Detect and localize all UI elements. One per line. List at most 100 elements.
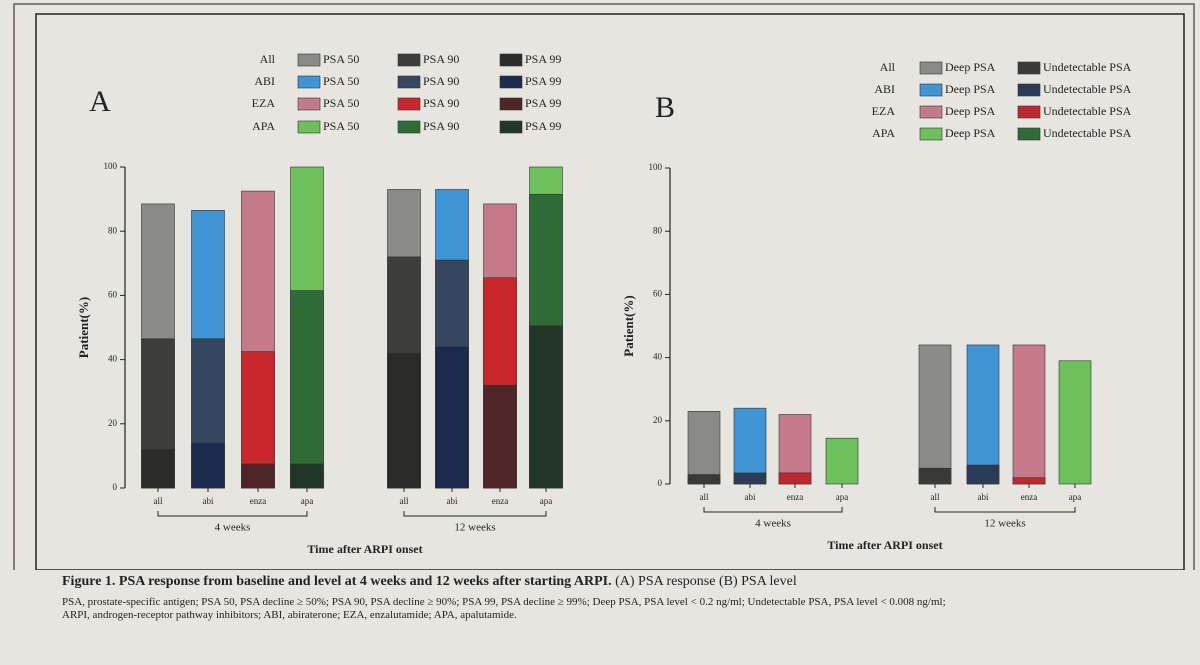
caption-subtitle: (A) PSA response (B) PSA level — [615, 574, 797, 589]
legend-swatch — [919, 127, 943, 141]
bar — [918, 344, 952, 485]
legend-label: PSA 90 — [423, 74, 459, 88]
bar — [387, 352, 421, 489]
panel-label: B — [655, 91, 675, 124]
legend-swatch — [397, 53, 421, 67]
legend-row-label: EZA — [252, 96, 276, 110]
legend-swatch — [499, 120, 523, 134]
legend-row-label: APA — [872, 126, 895, 140]
y-tick-label: 80 — [108, 225, 118, 235]
x-tick-label: apa — [301, 496, 314, 506]
panel-label: A — [89, 85, 111, 118]
bar — [483, 384, 517, 489]
bar — [290, 290, 324, 489]
x-tick-label: apa — [836, 492, 849, 502]
y-axis-label: Patient(%) — [76, 297, 91, 358]
bar — [290, 463, 324, 489]
legend-row-label: ABI — [254, 74, 275, 88]
x-tick-label: all — [700, 492, 709, 502]
legend-swatch — [919, 83, 943, 97]
note-line: PSA, prostate-specific antigen; PSA 50, … — [62, 596, 946, 608]
legend-label: Deep PSA — [945, 126, 996, 140]
legend-swatch — [297, 120, 321, 134]
x-tick-label: abi — [203, 496, 214, 506]
group-bracket — [157, 511, 308, 517]
legend-swatch — [499, 97, 523, 111]
caption: Figure 1. PSA response from baseline and… — [62, 574, 1172, 622]
bar — [191, 442, 225, 489]
group-bracket — [703, 507, 843, 513]
bar — [1058, 360, 1092, 485]
x-tick-label: enza — [250, 496, 266, 506]
legend-label: PSA 50 — [323, 52, 359, 66]
legend-swatch — [297, 53, 321, 67]
bar — [918, 467, 952, 485]
x-tick-label: apa — [540, 496, 553, 506]
group-bracket — [934, 507, 1076, 513]
legend-label: Undetectable PSA — [1043, 60, 1132, 74]
bar — [1012, 344, 1046, 485]
bar — [733, 407, 767, 485]
y-tick-label: 20 — [653, 415, 663, 425]
x-tick-label: all — [154, 496, 163, 506]
y-tick-label: 80 — [653, 225, 663, 235]
x-tick-label: enza — [787, 492, 803, 502]
group-label: 12 weeks — [984, 518, 1025, 530]
legend-swatch — [297, 97, 321, 111]
y-tick-label: 40 — [108, 354, 118, 364]
bar — [529, 325, 563, 489]
note-line: ARPI, androgen-receptor pathway inhibito… — [62, 609, 517, 621]
legend-label: PSA 90 — [423, 52, 459, 66]
legend-row-label: APA — [252, 119, 275, 133]
y-tick-label: 100 — [104, 161, 118, 171]
legend-label: PSA 99 — [525, 74, 561, 88]
legend-swatch — [1017, 61, 1041, 75]
x-axis-label: Time after ARPI onset — [307, 542, 422, 556]
legend-label: PSA 90 — [423, 96, 459, 110]
poster-frame — [13, 3, 1195, 665]
legend-label: PSA 50 — [323, 74, 359, 88]
bar — [687, 411, 721, 485]
caption-note: PSA, prostate-specific antigen; PSA 50, … — [62, 596, 1172, 622]
x-tick-label: enza — [492, 496, 508, 506]
y-tick-label: 40 — [653, 352, 663, 362]
x-tick-label: abi — [447, 496, 458, 506]
y-tick-label: 0 — [658, 478, 663, 488]
legend-label: Deep PSA — [945, 60, 996, 74]
legend-swatch — [397, 120, 421, 134]
bar — [435, 346, 469, 489]
legend-label: PSA 90 — [423, 119, 459, 133]
x-tick-label: enza — [1021, 492, 1037, 502]
y-tick-label: 20 — [108, 418, 118, 428]
y-tick-label: 0 — [113, 482, 118, 492]
legend-label: Deep PSA — [945, 82, 996, 96]
bar — [687, 474, 721, 485]
group-label: 4 weeks — [755, 518, 791, 530]
caption-title: Figure 1. PSA response from baseline and… — [62, 574, 612, 589]
group-label: 12 weeks — [454, 522, 495, 534]
bar — [778, 414, 812, 485]
legend-swatch — [1017, 105, 1041, 119]
legend-row-label: EZA — [872, 104, 896, 118]
legend-label: Undetectable PSA — [1043, 82, 1132, 96]
legend-swatch — [499, 53, 523, 67]
x-tick-label: abi — [978, 492, 989, 502]
bar — [825, 437, 859, 485]
caption-title-line: Figure 1. PSA response from baseline and… — [62, 574, 1172, 590]
figure: A 0 20 40 60 80 100 Patient(%) all abi enza apa 4 we… — [13, 3, 1195, 665]
legend-swatch — [1017, 83, 1041, 97]
legend-swatch — [397, 97, 421, 111]
legend-label: Undetectable PSA — [1043, 126, 1132, 140]
legend-label: PSA 99 — [525, 119, 561, 133]
bar — [778, 472, 812, 485]
bar — [241, 463, 275, 489]
bar — [1012, 477, 1046, 485]
y-tick-label: 100 — [649, 162, 663, 172]
legend-row-label: ABI — [874, 82, 895, 96]
legend-swatch — [919, 105, 943, 119]
bar — [141, 449, 175, 489]
bar — [733, 472, 767, 485]
legend-swatch — [397, 75, 421, 89]
legend-label: Deep PSA — [945, 104, 996, 118]
legend-swatch — [499, 75, 523, 89]
